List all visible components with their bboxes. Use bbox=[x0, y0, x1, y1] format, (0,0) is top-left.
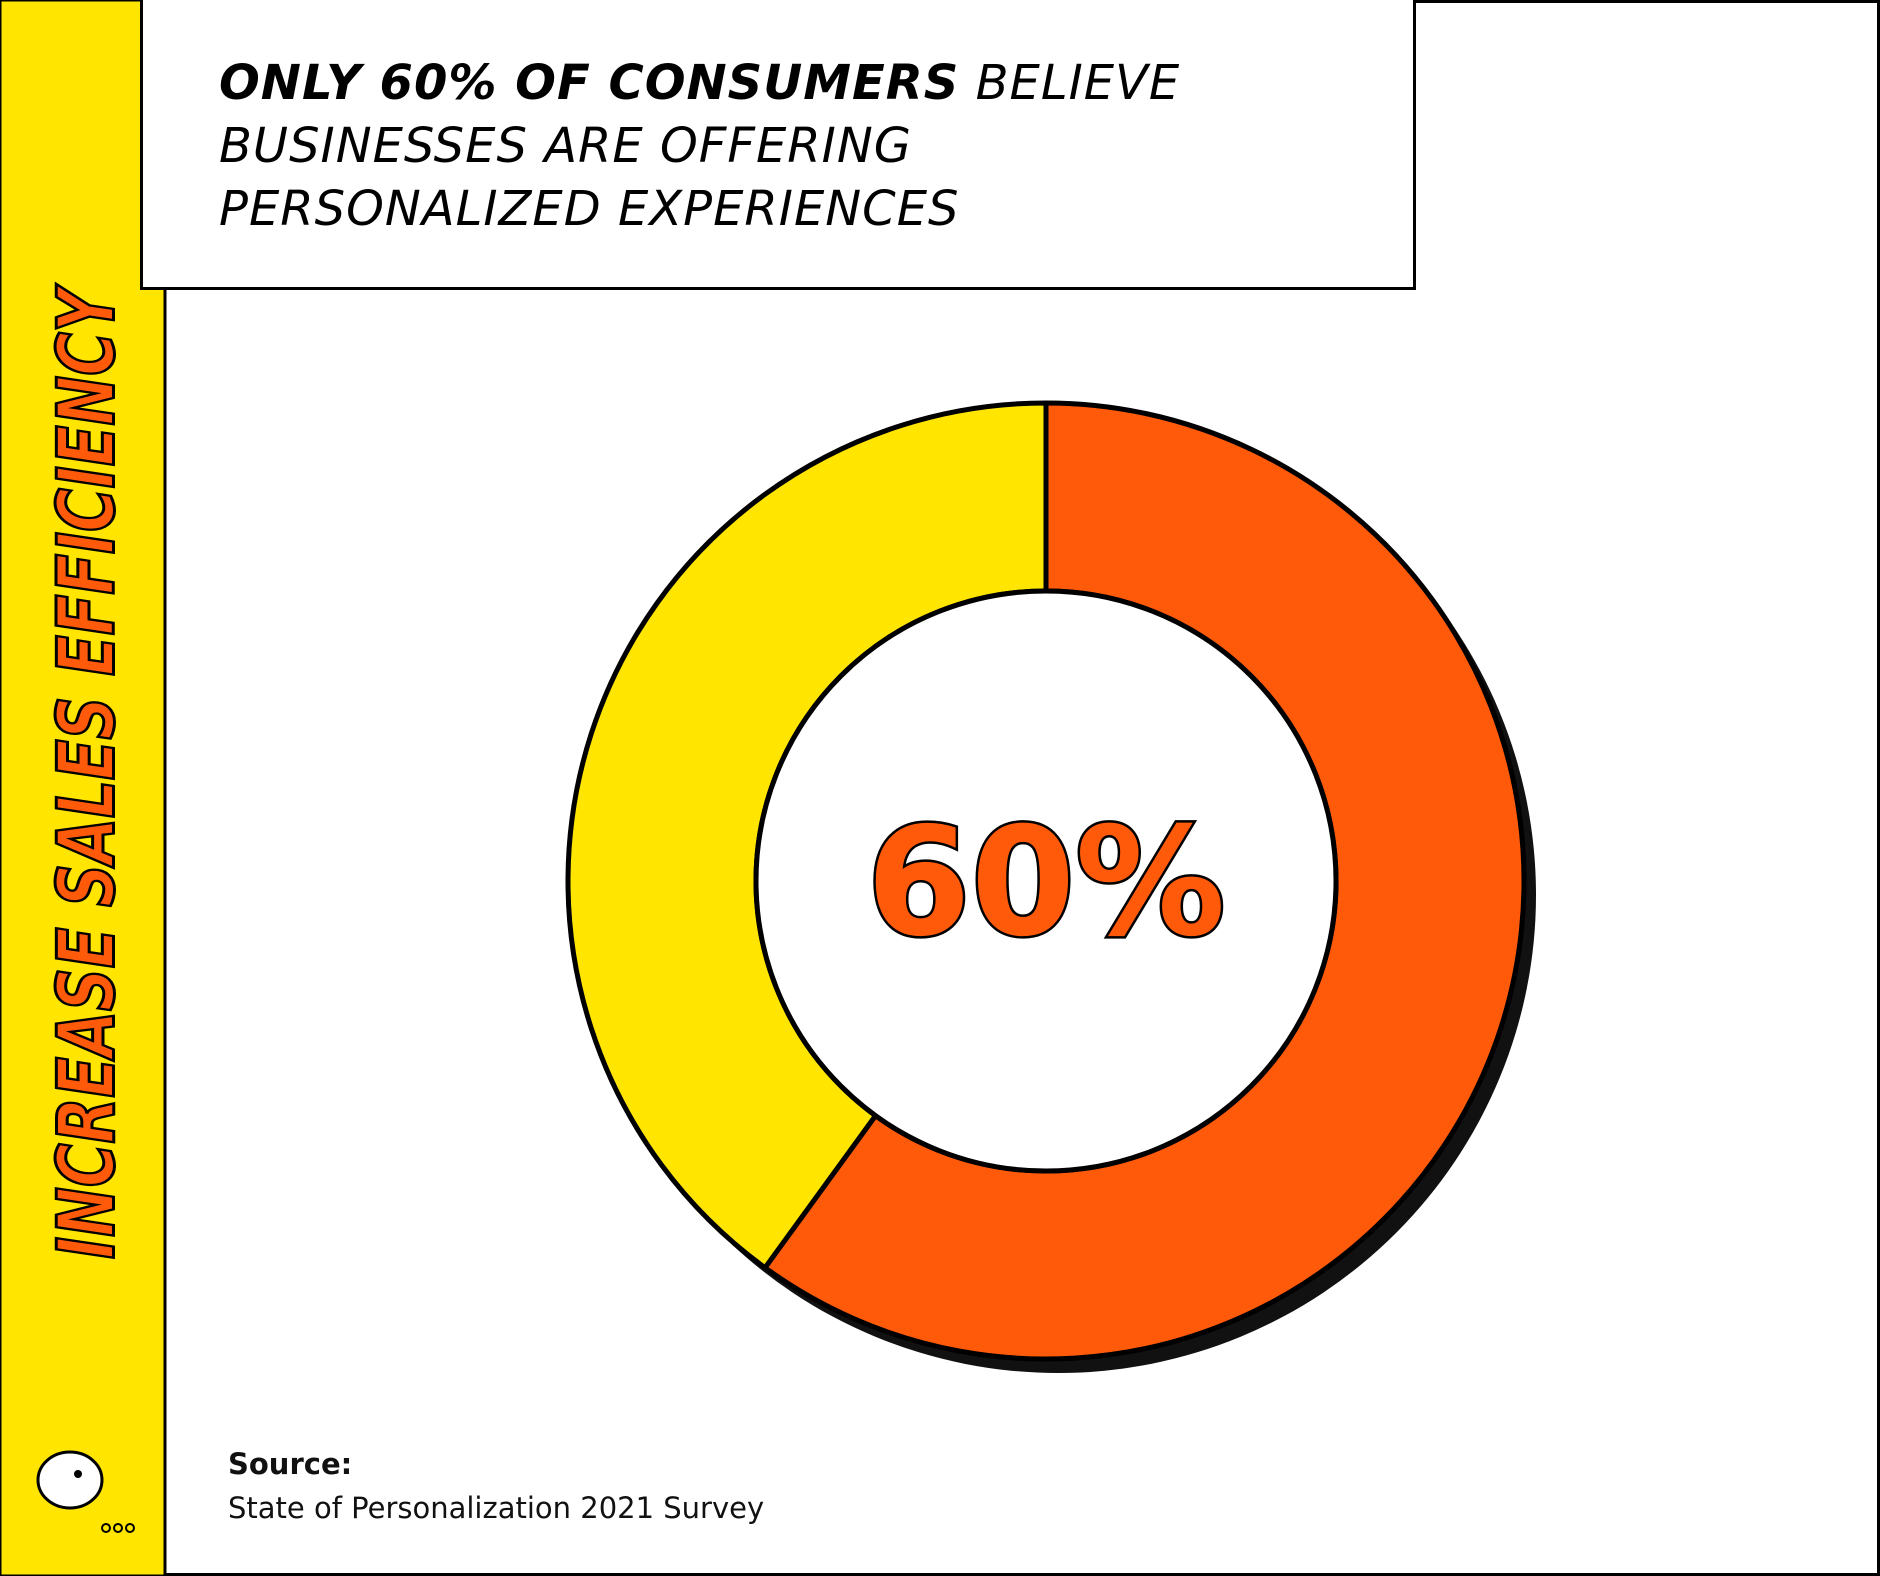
side-bar bbox=[0, 0, 167, 1576]
title-emphasis: ONLY 60% OF CONSUMERS bbox=[219, 55, 960, 111]
source: Source: State of Personalization 2021 Su… bbox=[228, 1442, 764, 1530]
donut-hole bbox=[753, 588, 1339, 1174]
logo bbox=[36, 1450, 135, 1533]
center-value-label: 60% bbox=[866, 796, 1225, 970]
source-text: State of Personalization 2021 Survey bbox=[228, 1491, 765, 1525]
chart-title: ONLY 60% OF CONSUMERS BELIEVE BUSINESSES… bbox=[219, 52, 1199, 241]
side-label: INCREASE SALES EFFICIENCY bbox=[42, 283, 132, 1259]
donut: 60% bbox=[565, 400, 1536, 1373]
source-label: Source: bbox=[228, 1447, 353, 1481]
title-box: ONLY 60% OF CONSUMERS BELIEVE BUSINESSES… bbox=[140, 0, 1416, 290]
title-text: BELIEVE BUSINESSES ARE OFFERING PERSONAL… bbox=[219, 55, 1181, 237]
